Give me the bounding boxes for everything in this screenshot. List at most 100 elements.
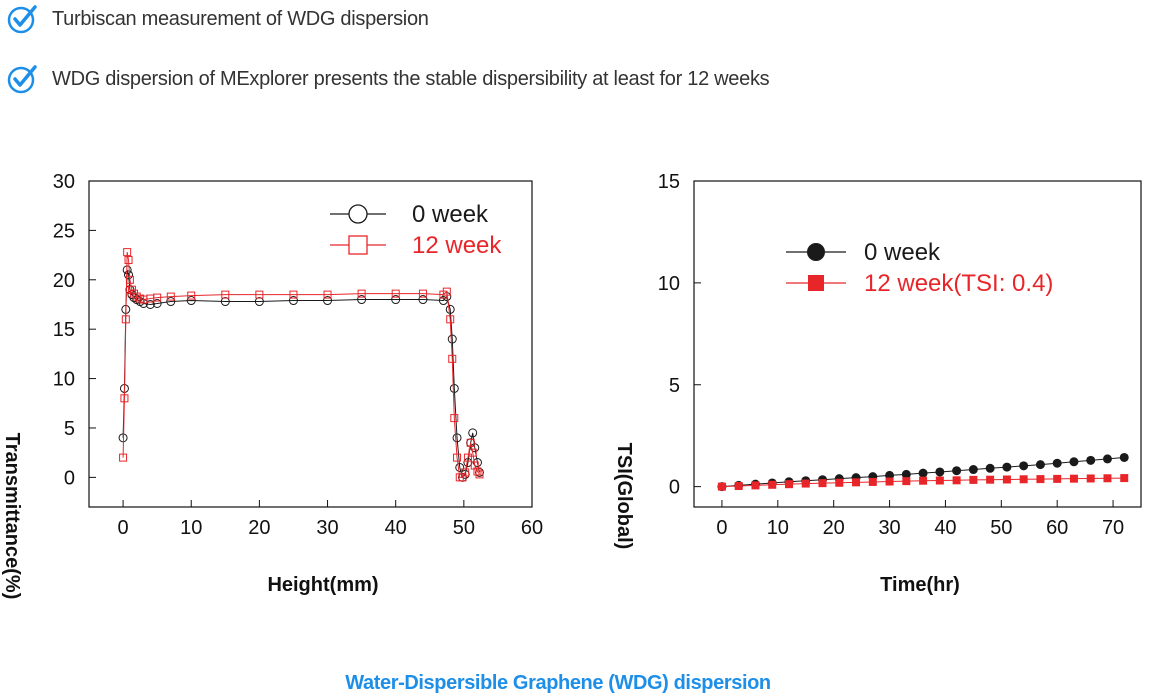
data-point [418, 289, 427, 298]
data-point [835, 478, 844, 487]
data-point [901, 469, 911, 479]
legend-entry: 0 week [786, 239, 941, 266]
x-tick-label: 30 [316, 517, 338, 539]
data-point [1086, 455, 1096, 465]
bullet-point: WDG dispersion of MExplorer presents the… [6, 62, 770, 96]
data-point [461, 468, 470, 477]
x-tick-label: 70 [1102, 517, 1124, 539]
legend-label: 0 week [412, 201, 489, 228]
data-point [391, 289, 400, 298]
data-point [123, 248, 132, 257]
data-point [323, 296, 333, 306]
x-tick-label: 60 [1046, 517, 1068, 539]
bullet-text: WDG dispersion of MExplorer presents the… [52, 67, 770, 90]
data-point [153, 293, 162, 302]
data-point [868, 477, 877, 486]
legend-entry: 0 week [330, 201, 489, 228]
data-point [220, 297, 230, 307]
data-point [450, 414, 459, 423]
y-tick-label: 0 [64, 467, 75, 489]
data-point [1019, 461, 1029, 471]
plot-frame [693, 180, 1142, 508]
legend-marker [348, 235, 368, 255]
data-point [472, 458, 482, 468]
x-axis-label: Height(mm) [267, 574, 378, 596]
data-point [448, 354, 457, 363]
data-point [768, 480, 777, 489]
data-point [470, 461, 479, 470]
y-axis-label: Transmittance(%) [1, 433, 23, 600]
data-point [935, 467, 945, 477]
x-tick-label: 50 [453, 517, 475, 539]
data-point [1069, 457, 1079, 467]
data-point [468, 428, 478, 438]
data-point [166, 292, 175, 301]
data-point [152, 298, 162, 308]
data-point [463, 453, 472, 462]
data-point [952, 466, 962, 476]
data-point [129, 289, 138, 298]
data-point [1102, 454, 1112, 464]
data-point [452, 433, 462, 443]
data-point [186, 296, 196, 306]
y-tick-label: 20 [53, 270, 75, 292]
data-series [119, 248, 484, 482]
x-tick-label: 20 [248, 517, 270, 539]
data-point [473, 467, 482, 476]
legend-marker [807, 243, 825, 261]
data-point [1086, 474, 1095, 483]
data-point [1002, 462, 1012, 472]
data-point [445, 304, 455, 314]
data-point [919, 476, 928, 485]
data-point [475, 470, 484, 479]
data-point [418, 295, 428, 305]
data-point [852, 478, 861, 487]
x-tick-label: 10 [767, 517, 789, 539]
data-point [120, 394, 129, 403]
legend-label: 0 week [864, 239, 941, 266]
x-tick-label: 10 [180, 517, 202, 539]
checkmark-circle-icon [7, 5, 37, 34]
x-tick-label: 0 [716, 517, 727, 539]
data-point [289, 290, 298, 299]
data-point [1120, 474, 1129, 483]
data-point [818, 479, 827, 488]
data-point [357, 289, 366, 298]
data-point [1103, 474, 1112, 483]
data-point [449, 383, 459, 393]
data-series [717, 474, 1129, 491]
data-point [1019, 475, 1028, 484]
data-point [468, 448, 477, 457]
data-point [446, 315, 455, 324]
data-point [1002, 475, 1011, 484]
y-tick-label: 25 [53, 220, 75, 242]
data-point [1052, 458, 1062, 468]
data-point [125, 275, 134, 284]
legend-label: 12 week(TSI: 0.4) [864, 270, 1053, 297]
x-tick-label: 20 [823, 517, 845, 539]
data-point [902, 477, 911, 486]
data-point [124, 270, 134, 280]
x-tick-label: 40 [934, 517, 956, 539]
data-point [969, 475, 978, 484]
tsi-chart: 0 10 20 30 40 50 60 70 0 5 10 15 0 week 12 week(TSI: … [613, 171, 1142, 596]
legend-marker [348, 204, 368, 224]
data-point [470, 443, 480, 453]
data-point [986, 475, 995, 484]
x-tick-label: 50 [990, 517, 1012, 539]
data-point [145, 299, 155, 309]
data-point [455, 462, 465, 472]
y-axis-label: TSI(Global) [613, 443, 635, 550]
y-tick-label: 10 [53, 369, 75, 391]
data-point [254, 297, 264, 307]
data-point [221, 290, 230, 299]
data-point [288, 296, 298, 306]
data-point [1035, 460, 1045, 470]
y-tick-label: 15 [53, 319, 75, 341]
data-point [166, 297, 176, 307]
y-tick-label: 5 [64, 418, 75, 440]
data-point [751, 481, 760, 490]
y-tick-label: 15 [658, 171, 680, 193]
x-axis-label: Time(hr) [880, 574, 960, 596]
data-point [968, 465, 978, 475]
